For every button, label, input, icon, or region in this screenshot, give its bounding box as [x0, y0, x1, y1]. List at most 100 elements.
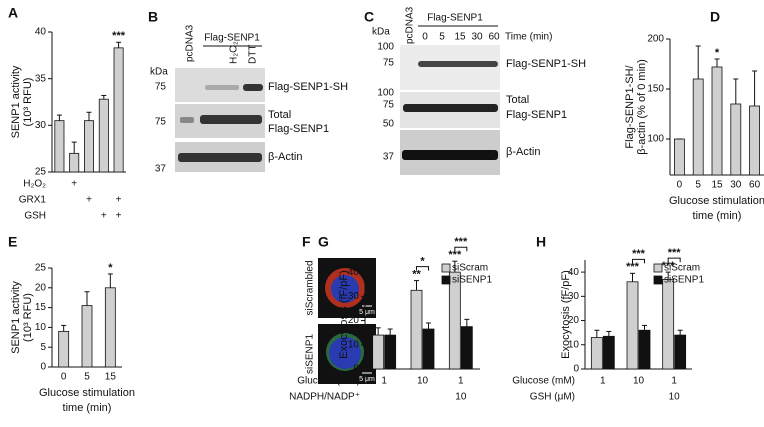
- bar: [104, 287, 116, 368]
- kda-label: kDa: [150, 67, 168, 78]
- bar: [69, 152, 80, 173]
- y-tick-label: 100: [647, 134, 664, 145]
- mw-marker: 37: [383, 152, 395, 163]
- bar: [460, 326, 473, 370]
- bar: [422, 328, 435, 370]
- bar: [81, 305, 93, 368]
- y-tick-label: 20: [568, 315, 580, 326]
- mw-marker: 50: [383, 119, 395, 130]
- y-tick-label: 25: [35, 263, 47, 274]
- micrograph: [318, 258, 376, 384]
- y-tick-label: 0: [40, 362, 46, 373]
- y-tick-label: 15: [35, 302, 47, 313]
- significance: ***: [448, 249, 462, 261]
- mw-marker: 75: [383, 58, 395, 69]
- y-tick-label: 10: [348, 339, 360, 350]
- condition-value: 1: [600, 376, 606, 387]
- legend-label: siSENP1: [664, 275, 704, 286]
- panel-letter: G: [318, 234, 329, 250]
- band-label: Flag-SENP1-SH: [506, 58, 586, 70]
- condition-value: 10: [417, 376, 429, 387]
- significance-bracket: [667, 257, 681, 263]
- image-label: siSENP1: [305, 334, 316, 374]
- lane-label: pcDNA3: [405, 6, 416, 44]
- panel-letter: C: [364, 9, 374, 25]
- lane-label: 15: [454, 32, 466, 43]
- significance: ***: [632, 248, 646, 260]
- x-tick-label: 60: [749, 180, 761, 191]
- significance: *: [420, 255, 425, 267]
- mw-marker: 75: [155, 117, 167, 128]
- bar: [372, 334, 385, 370]
- lane-label: H₂O₂: [229, 41, 240, 64]
- y-tick-label: 5: [40, 342, 46, 353]
- blot: [175, 68, 265, 172]
- significance-bracket: [416, 266, 429, 271]
- lane-label: 0: [422, 32, 428, 43]
- scale-label: 5 μm: [359, 309, 375, 316]
- band-label: Flag-SENP1: [506, 109, 567, 121]
- y-axis-label: SENP1 activity: [10, 65, 22, 138]
- x-tick-label: 5: [695, 180, 701, 191]
- condition-label: GSH: [24, 211, 46, 222]
- x-tick-label: 15: [105, 372, 117, 383]
- scale-label: 5 μm: [359, 376, 375, 383]
- group-label: Flag-SENP1: [427, 13, 483, 24]
- panel-letter: F: [302, 234, 311, 250]
- y-tick-label: 25: [35, 167, 47, 178]
- x-tick-label: 15: [711, 180, 723, 191]
- band-label: Total: [268, 109, 291, 121]
- y-tick-label: 10: [35, 322, 47, 333]
- condition-value: +: [116, 211, 122, 222]
- x-axis-label: time (min): [63, 402, 112, 414]
- condition-label: Glucose (mM): [297, 376, 360, 387]
- condition-value: +: [86, 195, 92, 206]
- significance: ***: [668, 247, 682, 259]
- legend-label: siScram: [664, 263, 700, 274]
- x-tick-label: 0: [61, 372, 67, 383]
- mw-marker: 75: [155, 82, 167, 93]
- significance: *: [715, 47, 720, 59]
- y-tick-label: 40: [35, 27, 47, 38]
- mw-marker: 100: [377, 42, 394, 53]
- y-tick-label: 30: [568, 291, 580, 302]
- bar: [749, 105, 760, 176]
- panel-letter: A: [8, 5, 18, 21]
- legend-swatch: [653, 275, 663, 285]
- y-tick-label: 20: [348, 315, 360, 326]
- significance: ***: [626, 261, 640, 273]
- condition-label: NADPH/NADP⁺: [289, 392, 360, 403]
- panel-letter: B: [148, 9, 158, 25]
- legend-swatch: [653, 263, 663, 273]
- band-label: Flag-SENP1-SH: [268, 81, 348, 93]
- y-tick-label: 40: [568, 267, 580, 278]
- y-axis-label: Flag-SENP1-SH/: [624, 64, 636, 148]
- x-axis-label: Glucose stimulation: [669, 195, 764, 207]
- panel-letter: H: [536, 234, 546, 250]
- lane-label: pcDNA3: [185, 24, 196, 62]
- y-tick-label: 30: [35, 120, 47, 131]
- y-axis-label: Exocytosis (fF/pF): [338, 270, 350, 359]
- band-label: Flag-SENP1: [268, 123, 329, 135]
- y-tick-label: 20: [35, 282, 47, 293]
- bar: [711, 66, 723, 176]
- y-axis-label: Exocytosis (fF/pF): [560, 270, 572, 359]
- bar: [58, 330, 70, 368]
- x-axis-label: time (min): [693, 210, 742, 222]
- significance-bracket: [454, 246, 468, 252]
- bar: [448, 271, 461, 370]
- legend-label: siScram: [452, 263, 488, 274]
- bar: [730, 103, 742, 176]
- legend-swatch: [441, 275, 451, 285]
- legend-swatch: [441, 263, 451, 273]
- mw-marker: 100: [377, 88, 394, 99]
- y-tick-label: 150: [647, 84, 664, 95]
- bar: [98, 98, 109, 173]
- y-tick-label: 40: [348, 267, 360, 278]
- condition-value: 1: [458, 376, 464, 387]
- condition-label: Glucose (mM): [512, 376, 575, 387]
- y-tick-label: 0: [353, 364, 359, 375]
- blot: [400, 45, 500, 175]
- legend-label: siSENP1: [452, 275, 492, 286]
